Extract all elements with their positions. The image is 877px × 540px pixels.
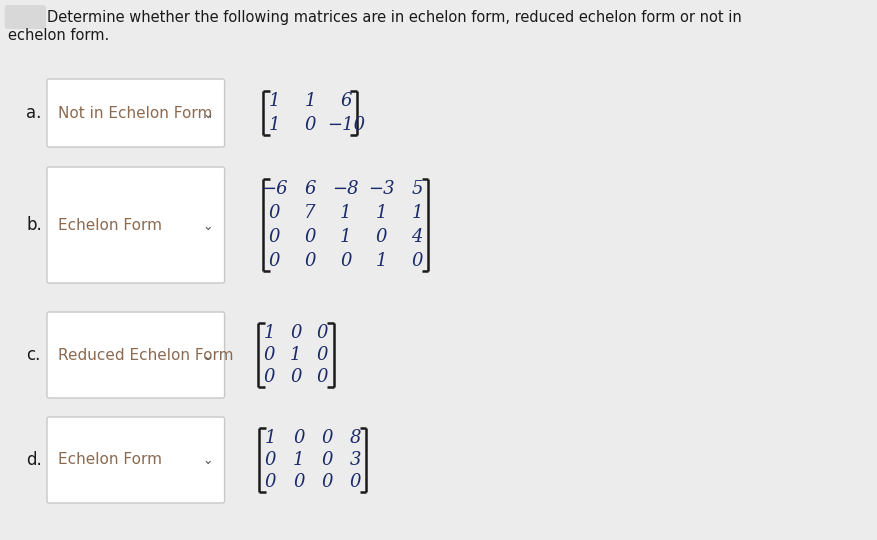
Text: 1: 1 (339, 228, 351, 246)
Text: 0: 0 (304, 228, 316, 246)
Text: 6: 6 (339, 92, 351, 110)
Text: 0: 0 (321, 451, 332, 469)
Text: ⌄: ⌄ (203, 455, 212, 468)
Text: 7: 7 (304, 204, 316, 222)
FancyBboxPatch shape (4, 5, 46, 29)
FancyBboxPatch shape (47, 79, 225, 147)
Text: Echelon Form: Echelon Form (58, 218, 162, 233)
Text: 1: 1 (375, 252, 387, 270)
Text: 0: 0 (375, 228, 387, 246)
Text: 1: 1 (304, 92, 316, 110)
Text: 1: 1 (265, 429, 276, 447)
Text: −6: −6 (260, 180, 288, 198)
Text: 3: 3 (349, 451, 360, 469)
Text: 0: 0 (265, 451, 276, 469)
Text: 0: 0 (411, 252, 423, 270)
Text: 1: 1 (339, 204, 351, 222)
Text: c.: c. (26, 346, 40, 364)
Text: 0: 0 (264, 368, 275, 386)
Text: 0: 0 (321, 473, 332, 491)
Text: 0: 0 (293, 473, 304, 491)
Text: −3: −3 (367, 180, 395, 198)
Text: 0: 0 (317, 324, 328, 342)
Text: 0: 0 (293, 429, 304, 447)
Text: 8: 8 (349, 429, 360, 447)
Text: −10: −10 (326, 116, 365, 134)
FancyBboxPatch shape (47, 312, 225, 398)
Text: a.: a. (26, 104, 41, 122)
Text: 1: 1 (293, 451, 304, 469)
Text: Echelon Form: Echelon Form (58, 453, 162, 468)
Text: 5: 5 (411, 180, 423, 198)
Text: 0: 0 (264, 346, 275, 364)
Text: 0: 0 (339, 252, 351, 270)
Text: echelon form.: echelon form. (8, 28, 109, 43)
Text: 4: 4 (411, 228, 423, 246)
Text: 0: 0 (321, 429, 332, 447)
Text: 1: 1 (375, 204, 387, 222)
Text: ⌄: ⌄ (203, 349, 212, 362)
Text: 1: 1 (268, 116, 280, 134)
Text: 0: 0 (349, 473, 360, 491)
Text: 0: 0 (304, 116, 316, 134)
Text: 1: 1 (290, 346, 302, 364)
Text: 0: 0 (317, 346, 328, 364)
FancyBboxPatch shape (47, 417, 225, 503)
Text: 0: 0 (268, 204, 280, 222)
Text: 0: 0 (317, 368, 328, 386)
Text: Determine whether the following matrices are in echelon form, reduced echelon fo: Determine whether the following matrices… (47, 10, 741, 25)
FancyBboxPatch shape (47, 167, 225, 283)
Text: d.: d. (26, 451, 42, 469)
Text: Not in Echelon Form: Not in Echelon Form (58, 105, 212, 120)
Text: ⌄: ⌄ (203, 107, 212, 120)
Text: 0: 0 (304, 252, 316, 270)
Text: 1: 1 (411, 204, 423, 222)
Text: 0: 0 (290, 324, 302, 342)
Text: 0: 0 (268, 228, 280, 246)
Text: 1: 1 (264, 324, 275, 342)
Text: b.: b. (26, 216, 42, 234)
Text: ⌄: ⌄ (203, 219, 212, 233)
Text: Reduced Echelon Form: Reduced Echelon Form (58, 348, 233, 362)
Text: 6: 6 (304, 180, 316, 198)
Text: 0: 0 (265, 473, 276, 491)
Text: 1: 1 (268, 92, 280, 110)
Text: 0: 0 (290, 368, 302, 386)
Text: 0: 0 (268, 252, 280, 270)
Text: −8: −8 (332, 180, 359, 198)
